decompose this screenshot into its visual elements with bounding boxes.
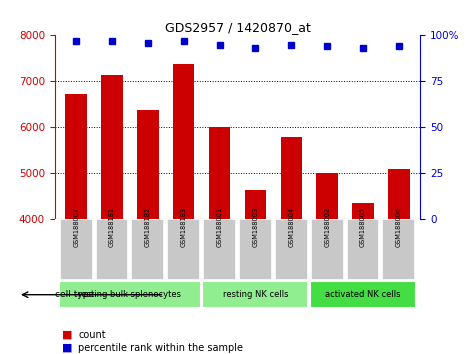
Bar: [202, 281, 308, 308]
Bar: [60, 219, 93, 280]
Bar: [310, 281, 416, 308]
Text: GSM188002: GSM188002: [324, 206, 330, 246]
Title: GDS2957 / 1420870_at: GDS2957 / 1420870_at: [164, 21, 311, 34]
Text: GSM188183: GSM188183: [180, 207, 187, 246]
Text: resting NK cells: resting NK cells: [223, 290, 288, 299]
Bar: [352, 203, 374, 219]
Bar: [382, 219, 415, 280]
Text: activated NK cells: activated NK cells: [325, 290, 401, 299]
Text: count: count: [78, 330, 106, 339]
Bar: [245, 190, 266, 219]
Bar: [388, 169, 409, 219]
Bar: [167, 219, 200, 280]
Bar: [132, 219, 164, 280]
Bar: [203, 219, 236, 280]
Bar: [101, 75, 123, 219]
Bar: [311, 219, 343, 280]
Text: GSM188181: GSM188181: [109, 207, 115, 246]
Bar: [275, 219, 308, 280]
Bar: [316, 172, 338, 219]
Bar: [137, 110, 159, 219]
Text: GSM188004: GSM188004: [288, 206, 294, 246]
Text: GSM188006: GSM188006: [396, 206, 402, 246]
Text: GSM188001: GSM188001: [217, 206, 223, 246]
Text: percentile rank within the sample: percentile rank within the sample: [78, 343, 243, 353]
Text: ■: ■: [62, 343, 72, 353]
Bar: [346, 219, 380, 280]
Bar: [95, 219, 129, 280]
Text: resting bulk splenocytes: resting bulk splenocytes: [78, 290, 181, 299]
Text: GSM188005: GSM188005: [360, 206, 366, 246]
Text: GSM188007: GSM188007: [73, 206, 79, 246]
Text: GSM188003: GSM188003: [252, 206, 258, 246]
Text: ■: ■: [62, 330, 72, 339]
Bar: [173, 64, 194, 219]
Bar: [209, 127, 230, 219]
Bar: [281, 137, 302, 219]
Bar: [59, 281, 201, 308]
Bar: [66, 94, 87, 219]
Text: GSM188182: GSM188182: [145, 206, 151, 246]
Text: cell type: cell type: [56, 290, 95, 299]
Bar: [239, 219, 272, 280]
